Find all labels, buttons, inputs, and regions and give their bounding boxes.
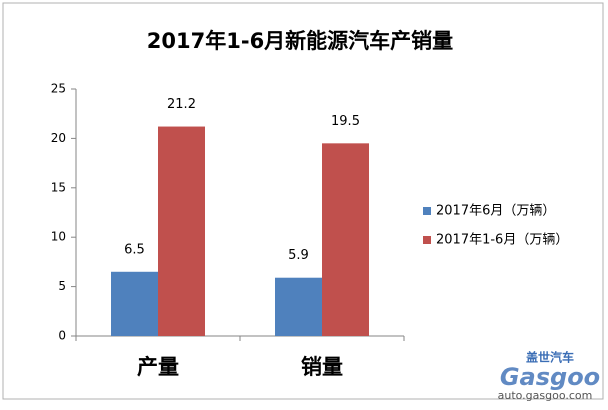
y-tick-label: 0 <box>58 329 66 343</box>
bar <box>275 277 322 336</box>
legend-label: 2017年1-6月（万辆） <box>436 233 568 248</box>
watermark-url: auto.gasgoo.com <box>498 389 593 402</box>
legend-swatch <box>423 236 431 244</box>
bar <box>158 126 205 336</box>
value-label: 5.9 <box>288 248 309 263</box>
legend-label: 2017年6月（万辆） <box>436 204 555 219</box>
value-label: 19.5 <box>331 114 360 129</box>
y-tick-label: 20 <box>51 131 66 145</box>
y-tick-label: 25 <box>51 82 66 96</box>
y-tick-label: 5 <box>58 279 66 293</box>
watermark-brand: Gasgoo <box>500 363 600 391</box>
x-tick-label: 产量 <box>137 355 179 379</box>
legend-swatch <box>423 207 431 215</box>
bar <box>111 271 158 336</box>
chart-title: 2017年1-6月新能源汽车产销量 <box>147 29 453 53</box>
value-label: 6.5 <box>124 242 145 257</box>
x-tick-label: 销量 <box>301 355 343 379</box>
watermark-cn: 盖世汽车 <box>526 350 574 365</box>
y-tick-label: 10 <box>51 230 66 244</box>
bar <box>322 143 369 336</box>
y-tick-label: 15 <box>51 180 66 194</box>
chart-frame <box>2 2 604 400</box>
value-label: 21.2 <box>167 97 196 112</box>
